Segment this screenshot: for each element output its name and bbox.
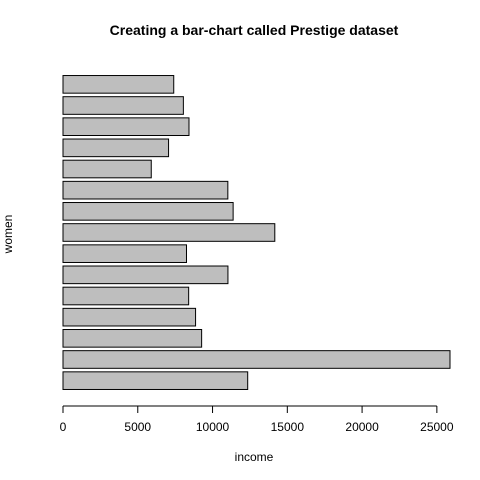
- bar-2: [62, 350, 451, 369]
- x-tick-label-1: 5000: [124, 420, 151, 434]
- bars-group: [62, 75, 451, 390]
- bar-14: [62, 96, 184, 115]
- bar-8: [62, 223, 276, 242]
- x-tick-label-5: 25000: [420, 420, 454, 434]
- bar-4: [62, 307, 197, 327]
- bar-6: [62, 265, 229, 285]
- x-axis-label: income: [235, 450, 274, 464]
- bar-3: [62, 329, 203, 348]
- bar-10: [62, 180, 229, 200]
- x-tick-label-4: 20000: [345, 420, 379, 434]
- bar-11: [62, 159, 152, 179]
- x-tick-label-0: 0: [60, 420, 67, 434]
- bar-12: [62, 138, 170, 158]
- x-tick-label-2: 10000: [196, 420, 230, 434]
- x-axis: 0 5000 10000 15000 20000 25000: [60, 405, 454, 434]
- bar-9: [62, 202, 234, 221]
- x-tick-label-3: 15000: [271, 420, 305, 434]
- bar-1: [62, 371, 249, 390]
- chart-title: Creating a bar-chart called Prestige dat…: [110, 22, 399, 38]
- bar-7: [62, 244, 187, 263]
- bar-13: [62, 117, 190, 136]
- y-axis-label: women: [1, 215, 15, 255]
- x-ticks: 0 5000 10000 15000 20000 25000: [60, 406, 454, 434]
- bar-5: [62, 286, 190, 306]
- bar-15: [62, 75, 175, 94]
